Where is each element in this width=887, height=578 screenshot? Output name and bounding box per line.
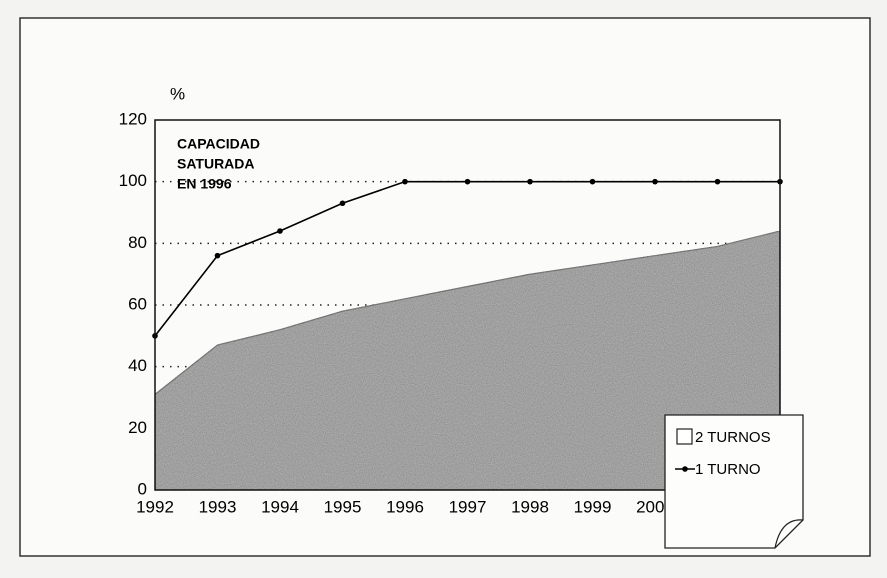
point [339, 200, 346, 207]
legend-swatch [682, 466, 688, 472]
x-tick-label: 1992 [136, 497, 174, 516]
annotation: CAPACIDAD [177, 136, 260, 152]
point [527, 178, 533, 185]
legend-label: 2 TURNOS [695, 429, 771, 446]
point [214, 252, 221, 259]
point [277, 228, 283, 234]
point [714, 178, 721, 185]
x-tick-label: 1994 [261, 497, 299, 516]
annotation: EN 1996 [177, 176, 232, 192]
y-tick-label: 80 [128, 233, 147, 252]
area [154, 230, 781, 491]
point [464, 178, 471, 185]
x-tick-label: 1993 [199, 497, 237, 516]
x-tick-label: 1998 [511, 497, 549, 516]
x-tick-label: 1997 [449, 497, 487, 516]
legend-swatch [676, 428, 693, 445]
y-tick-label: 120 [119, 109, 147, 128]
axes-frame [154, 119, 781, 491]
y-tick-label: 20 [128, 418, 147, 437]
point [589, 178, 596, 185]
legend-label: 1 TURNO [695, 461, 761, 478]
y-tick-label: 60 [128, 294, 147, 313]
x-tick-label: 1996 [386, 497, 424, 516]
annotation: SATURADA [177, 156, 255, 172]
y-tick-label: 40 [128, 356, 147, 375]
legend-fold [774, 519, 804, 549]
x-tick-label: 1995 [324, 497, 362, 516]
point [652, 178, 658, 185]
y-tick-label: 0 [138, 479, 147, 498]
point [402, 178, 408, 185]
x-tick-label: 1999 [574, 497, 612, 516]
y-axis-label: % [170, 84, 185, 103]
y-tick-label: 100 [119, 171, 147, 190]
legend-box [664, 414, 804, 549]
